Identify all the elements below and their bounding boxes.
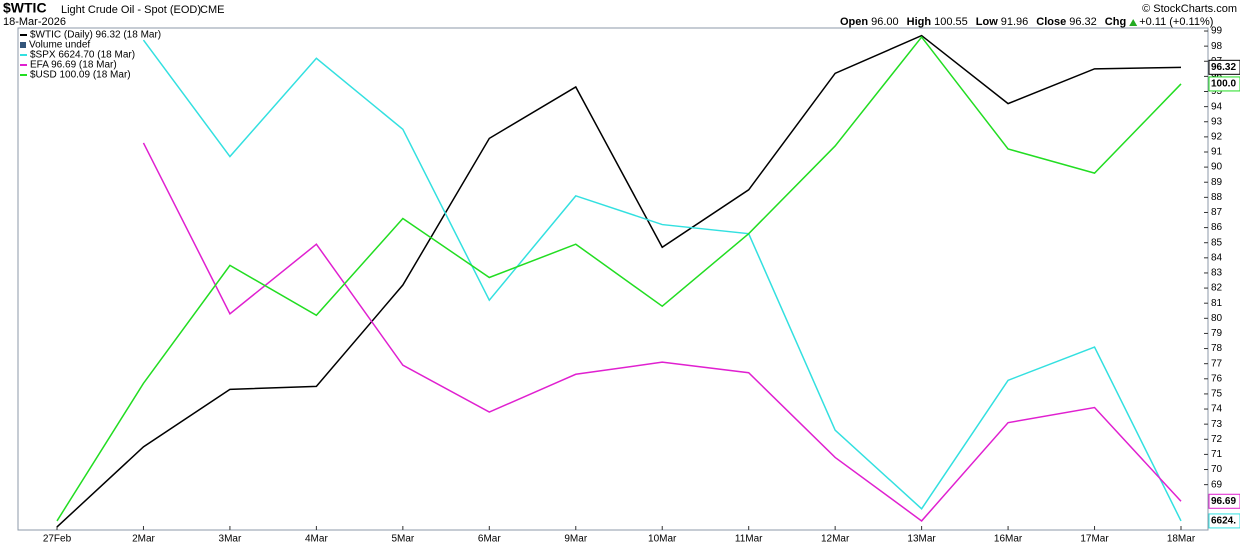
- x-tick-label: 18Mar: [1167, 534, 1196, 545]
- end-label: 96.69: [1211, 496, 1236, 507]
- x-tick-label: 10Mar: [648, 534, 677, 545]
- quote-value: 91.96: [1001, 16, 1029, 28]
- series-line: [56, 35, 1182, 522]
- end-label: 6624.: [1211, 516, 1236, 527]
- y-tick-label: 86: [1211, 222, 1223, 233]
- change-arrow: [1129, 19, 1138, 26]
- quote-value: 96.32: [1069, 16, 1097, 28]
- x-tick-label: 13Mar: [907, 534, 936, 545]
- y-tick-label: 70: [1211, 464, 1223, 475]
- y-tick-label: 93: [1211, 116, 1223, 127]
- end-label-box: [1208, 59, 1240, 75]
- y-tick-label: 77: [1211, 358, 1223, 369]
- symbol: $WTIC: [3, 0, 47, 16]
- y-tick-label: 99: [1211, 26, 1223, 37]
- quote-label: High: [907, 16, 932, 28]
- quote-value: +0.11 (+0.11%): [1139, 16, 1213, 28]
- y-tick-label: 89: [1211, 177, 1223, 188]
- y-tick-label: 75: [1211, 389, 1223, 400]
- quote-label: Low: [976, 16, 998, 28]
- x-tick-label: 5Mar: [391, 534, 414, 545]
- y-tick-label: 87: [1211, 207, 1223, 218]
- y-tick-label: 81: [1211, 298, 1223, 309]
- y-tick-label: 88: [1211, 192, 1223, 203]
- legend-label: $SPX 6624.70 (18 Mar): [30, 50, 135, 61]
- x-tick-label: 11Mar: [735, 534, 763, 545]
- x-tick-label: 17Mar: [1080, 534, 1109, 545]
- quote-value: 100.55: [934, 16, 968, 28]
- quote-label: Close: [1036, 16, 1066, 28]
- y-tick-label: 91: [1211, 147, 1223, 158]
- series-line: [142, 142, 1182, 522]
- exchange: CME: [200, 4, 224, 16]
- series-line: [142, 39, 1182, 522]
- date: 18-Mar-2026: [3, 16, 66, 28]
- copyright: © StockCharts.com: [1142, 3, 1237, 15]
- x-tick-label: 27Feb: [43, 534, 72, 545]
- y-tick-label: 98: [1211, 41, 1223, 52]
- y-tick-label: 90: [1211, 162, 1223, 173]
- x-tick-label: 9Mar: [564, 534, 587, 545]
- x-tick-label: 2Mar: [132, 534, 155, 545]
- legend-label: $USD 100.09 (18 Mar): [30, 70, 131, 81]
- y-tick-label: 80: [1211, 313, 1223, 324]
- legend-label: Volume undef: [29, 40, 90, 51]
- x-tick-label: 12Mar: [821, 534, 850, 545]
- plot-frame: [17, 27, 1209, 531]
- y-tick-label: 74: [1211, 404, 1223, 415]
- quote-label: Open: [840, 16, 868, 28]
- legend-label: $WTIC (Daily) 96.32 (18 Mar): [30, 30, 161, 41]
- end-label: 96.32: [1211, 62, 1236, 73]
- x-tick-label: 4Mar: [305, 534, 328, 545]
- y-tick-label: 84: [1211, 252, 1223, 263]
- x-tick-label: 6Mar: [478, 534, 501, 545]
- x-tick-label: 16Mar: [994, 534, 1023, 545]
- end-label-box: [1208, 513, 1240, 529]
- y-tick-label: 92: [1211, 132, 1223, 143]
- legend-label: EFA 96.69 (18 Mar): [30, 60, 117, 71]
- y-tick-label: 73: [1211, 419, 1223, 430]
- description: Light Crude Oil - Spot (EOD): [61, 4, 201, 16]
- y-tick-label: 69: [1211, 479, 1223, 490]
- quote: Open 96.00 High 100.55 Low 91.96 Close 96.32 Chg…: [840, 16, 1213, 28]
- legend-volume-icon: [20, 42, 26, 48]
- series-line: [56, 34, 1182, 528]
- y-tick-label: 85: [1211, 237, 1223, 248]
- y-tick-label: 71: [1211, 449, 1223, 460]
- y-tick-label: 95: [1211, 86, 1223, 97]
- end-label: 100.0: [1211, 79, 1236, 90]
- y-tick-label: 82: [1211, 283, 1223, 294]
- y-tick-label: 79: [1211, 328, 1223, 339]
- quote-value: 96.00: [871, 16, 899, 28]
- legend: $WTIC (Daily) 96.32 (18 Mar)Volume undef…: [20, 30, 161, 81]
- quote-label: Chg: [1105, 16, 1126, 28]
- y-tick-label: 83: [1211, 268, 1223, 279]
- end-label-box: [1208, 76, 1240, 92]
- y-tick-label: 94: [1211, 101, 1223, 112]
- end-label-box: [1208, 493, 1240, 509]
- y-tick-label: 76: [1211, 373, 1223, 384]
- x-tick-label: 3Mar: [219, 534, 242, 545]
- y-tick-label: 78: [1211, 343, 1223, 354]
- y-tick-label: 72: [1211, 434, 1223, 445]
